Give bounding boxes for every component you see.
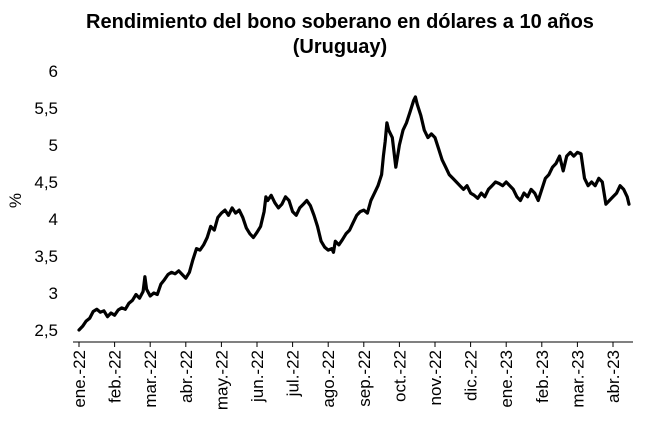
y-tick-label: 3,5	[34, 247, 58, 266]
y-tick-label: 2,5	[34, 321, 58, 340]
y-axis-label: %	[6, 193, 25, 208]
x-tick-label: feb.-22	[106, 350, 125, 403]
x-axis-ticks: ene.-22 feb.-22 mar.-22 abr.-22 may.-22 jun.-…	[70, 342, 623, 410]
x-tick-label: mar.-22	[141, 350, 160, 408]
series-line	[77, 95, 631, 332]
y-tick-label: 6	[49, 62, 58, 81]
x-tick-label: dic.-22	[462, 350, 481, 401]
x-tick-label: ago.-22	[319, 350, 338, 408]
x-tick-label: abr.-22	[177, 350, 196, 403]
chart-title: Rendimiento del bono soberano en dólares…	[86, 11, 594, 58]
x-tick-label: ene.-22	[70, 350, 89, 408]
y-axis-ticks: 2,5 3 3,5 4 4,5 5 5,5 6	[34, 62, 58, 340]
x-tick-label: oct.-22	[390, 350, 409, 402]
y-tick-label: 3	[49, 284, 58, 303]
y-tick-label: 4	[49, 210, 58, 229]
y-tick-label: 5	[49, 136, 58, 155]
y-tick-label: 4,5	[34, 173, 58, 192]
x-tick-label: feb.-23	[533, 350, 552, 403]
x-tick-label: sep.-22	[355, 350, 374, 407]
x-tick-label: ene.-23	[497, 350, 516, 408]
x-tick-label: mar.-23	[568, 350, 587, 408]
x-tick-label: jun.-22	[248, 350, 267, 403]
x-tick-label: may.-22	[212, 350, 231, 410]
y-tick-label: 5,5	[34, 99, 58, 118]
x-tick-label: abr.-23	[604, 350, 623, 403]
x-tick-label: jul.-22	[284, 350, 303, 397]
x-tick-label: nov.-22	[426, 350, 445, 405]
